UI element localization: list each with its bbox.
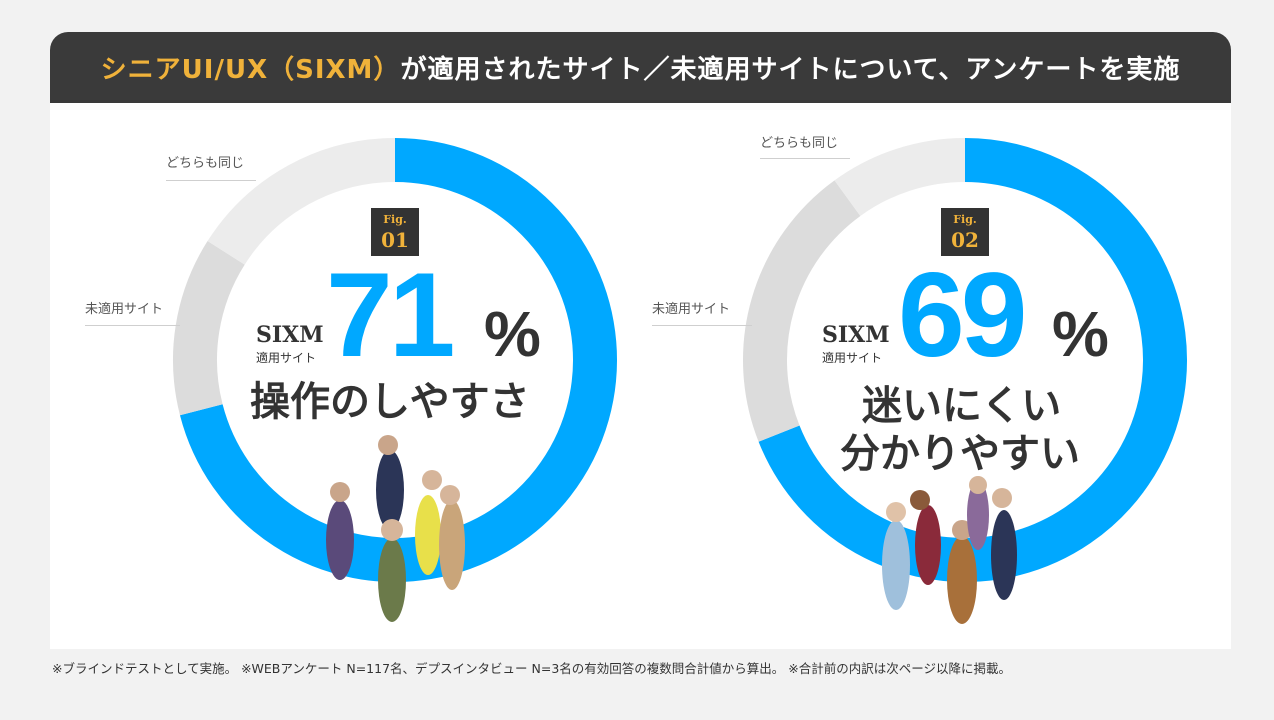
label-both-same-2: どちらも同じ: [760, 136, 839, 151]
brand-label-2: SIXM: [822, 322, 890, 348]
percent-sign-1: %: [484, 298, 541, 370]
metric-label-2b: 分かりやすい: [840, 431, 1080, 477]
brand-sub-label-1: 適用サイト: [256, 351, 317, 365]
label-both-same-1: どちらも同じ: [166, 156, 245, 171]
label-not-applied-1: 未適用サイト: [85, 302, 164, 317]
footnote: ※ブラインドテストとして実施。 ※WEBアンケート N=117名、デプスインタビ…: [52, 661, 1011, 676]
metric-label-2a: 迷いにくい: [862, 383, 1062, 429]
percent-sign-2: %: [1052, 298, 1109, 370]
fig-badge-1: Fig. 01: [371, 208, 419, 256]
seniors-illustration-1: [326, 435, 465, 622]
fig-badge-2: Fig. 02: [941, 208, 989, 256]
seniors-illustration-2: [882, 476, 1017, 624]
label-not-applied-2: 未適用サイト: [652, 302, 731, 317]
leader-line: [85, 325, 180, 326]
donut-slice-1-3: [207, 138, 396, 265]
main-panel: シニアUI/UX（SIXM） が適用されたサイト／未適用サイトについて、アンケート…: [50, 32, 1231, 649]
leader-line: [760, 158, 850, 159]
donut-slice-2-2: [743, 180, 861, 442]
title-accent: シニアUI/UX（SIXM）: [100, 55, 401, 85]
donut-slice-1-2: [173, 241, 245, 416]
title-rest: が適用されたサイト／未適用サイトについて、アンケートを実施: [400, 55, 1181, 85]
donut-slice-2-3: [834, 138, 966, 217]
value-label-1: 71: [326, 248, 455, 382]
brand-label-1: SIXM: [256, 322, 324, 348]
leader-line: [652, 325, 752, 326]
donut-slice-1-1: [179, 138, 617, 582]
leader-line: [166, 180, 256, 181]
brand-sub-label-2: 適用サイト: [822, 351, 883, 365]
donut-slice-2-1: [758, 138, 1187, 582]
metric-label-1: 操作のしやすさ: [250, 379, 530, 425]
value-label-2: 69: [898, 248, 1027, 382]
page-title: シニアUI/UX（SIXM） が適用されたサイト／未適用サイトについて、アンケート…: [50, 32, 1231, 103]
